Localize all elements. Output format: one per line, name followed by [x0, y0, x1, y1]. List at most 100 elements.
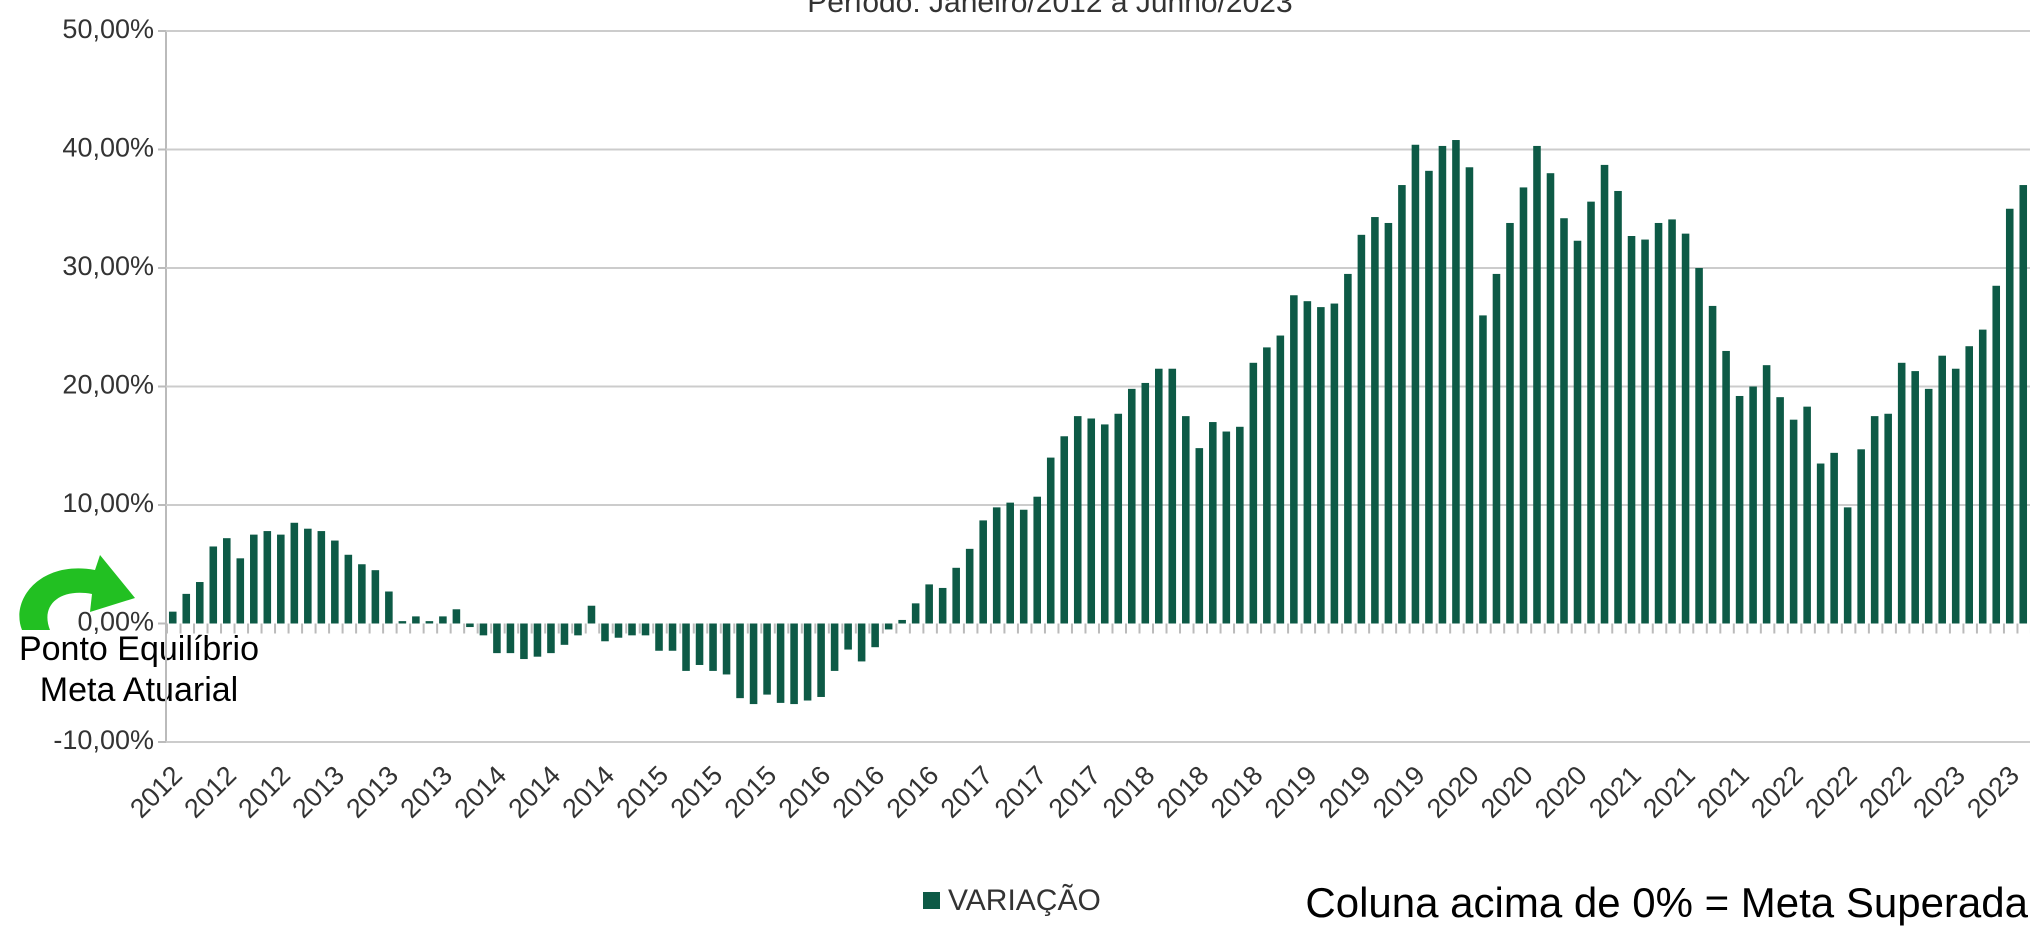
bar [466, 623, 474, 628]
bar [803, 623, 812, 701]
bar [1046, 457, 1055, 624]
bar [425, 621, 434, 624]
x-tick-label: 2019 [1259, 760, 1323, 824]
bar [304, 528, 312, 624]
y-tick-label: 50,00% [62, 14, 154, 44]
bar [452, 609, 461, 624]
bar [290, 522, 299, 624]
bar [1182, 416, 1190, 624]
bar [1330, 303, 1339, 624]
x-tick-label: 2019 [1367, 760, 1431, 824]
bar [1803, 406, 1811, 624]
bar [439, 616, 447, 624]
bar [533, 623, 542, 657]
x-tick-label: 2017 [1043, 760, 1107, 824]
y-tick-label: -10,00% [53, 725, 154, 755]
bar [479, 623, 488, 636]
bar [1695, 268, 1703, 624]
bar [2005, 208, 2014, 624]
bar [1087, 418, 1096, 624]
x-tick-label: 2012 [124, 760, 188, 824]
bar [911, 603, 920, 624]
bar [1789, 419, 1798, 624]
bar [1587, 201, 1595, 624]
bar [1816, 463, 1825, 624]
bar [1479, 315, 1487, 624]
bar [331, 540, 339, 624]
bar [1209, 422, 1217, 624]
x-tick-label: 2016 [773, 760, 837, 824]
bar [1681, 233, 1690, 624]
x-tick-label: 2018 [1151, 760, 1215, 824]
bar [790, 623, 798, 705]
bar [817, 623, 825, 697]
bar [1857, 449, 1865, 624]
chart-title: Período: Janeiro/2012 a Junho/2023 [807, 0, 1292, 19]
bar [2019, 185, 2028, 624]
x-tick-label: 2017 [935, 760, 999, 824]
x-tick-label: 2021 [1691, 760, 1755, 824]
x-tick-label: 2018 [1097, 760, 1161, 824]
bar [277, 534, 285, 624]
bar [938, 587, 947, 624]
x-tick-label: 2014 [503, 760, 567, 824]
bar [709, 623, 717, 671]
x-tick-label: 2013 [340, 760, 404, 824]
legend-label: VARIAÇÃO [948, 883, 1101, 917]
bar [1749, 386, 1757, 624]
bar [1073, 416, 1082, 624]
bar [628, 623, 636, 636]
bar [1992, 285, 2001, 624]
x-tick-label: 2017 [989, 760, 1053, 824]
bar [1290, 295, 1298, 624]
bar [317, 531, 326, 624]
bar [1627, 236, 1636, 624]
x-tick-label: 2021 [1637, 760, 1701, 824]
bar [1236, 426, 1244, 624]
bar [830, 623, 839, 671]
x-tick-label: 2012 [232, 760, 296, 824]
bar [358, 564, 366, 624]
bar [614, 623, 623, 638]
x-tick-label: 2022 [1853, 760, 1917, 824]
bar [1357, 234, 1366, 624]
bar [1573, 240, 1582, 624]
bar [236, 558, 245, 624]
bar [1614, 190, 1622, 624]
bar [398, 621, 407, 624]
bar [1560, 218, 1568, 624]
bar [560, 623, 569, 645]
bar [385, 591, 393, 624]
annotation: Coluna acima de 0% = Meta Superada [1305, 879, 2028, 926]
y-tick-label: 40,00% [62, 133, 154, 163]
x-tick-label: 2020 [1421, 760, 1485, 824]
bar [587, 605, 596, 624]
bar [1155, 368, 1163, 624]
bar [884, 623, 893, 630]
bar [1127, 388, 1136, 624]
bar [992, 507, 1001, 624]
bar [1222, 431, 1231, 624]
bar [209, 546, 218, 624]
bar [195, 582, 204, 624]
bar [1506, 222, 1514, 624]
x-tick-label: 2023 [1961, 760, 2025, 824]
bar [1641, 239, 1649, 624]
bar [182, 593, 191, 624]
bar [1938, 355, 1946, 624]
bar [168, 611, 177, 624]
x-tick-label: 2022 [1799, 760, 1863, 824]
bar [506, 623, 515, 654]
bar [1722, 350, 1730, 624]
bar [1870, 416, 1879, 624]
bar [1911, 371, 1919, 624]
bar [1303, 301, 1312, 624]
bar [1843, 507, 1852, 624]
bar [1668, 219, 1676, 624]
bar [1249, 362, 1258, 624]
bar [601, 623, 609, 642]
x-tick-label: 2019 [1313, 760, 1377, 824]
bar [1398, 185, 1406, 624]
bar [1951, 368, 1960, 624]
